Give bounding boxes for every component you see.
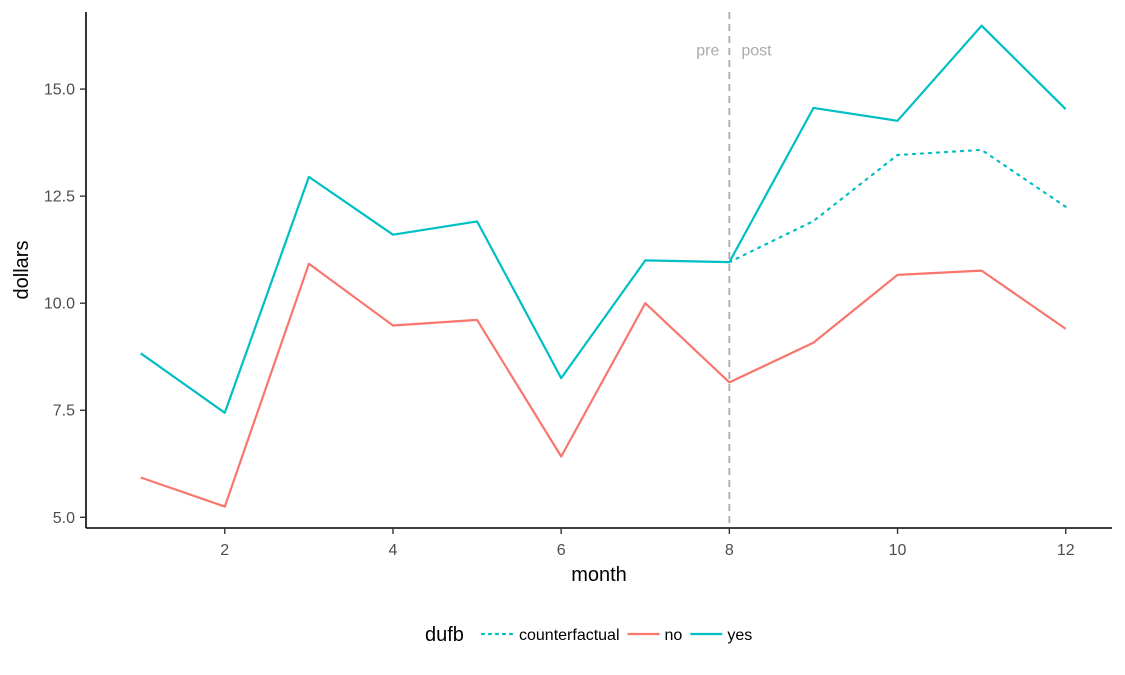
legend-label-yes: yes <box>727 627 752 644</box>
x-axis-title: month <box>571 564 627 586</box>
y-axis-title: dollars <box>11 241 33 300</box>
series-line-counterfactual <box>728 148 1067 264</box>
legend-title: dufb <box>425 624 464 646</box>
y-tick-label: 12.5 <box>44 189 75 206</box>
series-line-yes <box>140 24 1067 414</box>
x-tick-label: 4 <box>389 542 398 559</box>
legend-label-no: no <box>665 627 683 644</box>
annotations: pre post <box>696 43 772 60</box>
x-axis-ticks: 2 4 6 8 10 12 <box>220 528 1075 559</box>
x-tick-label: 8 <box>725 542 734 559</box>
axes <box>85 12 1112 529</box>
legend: dufb counterfactual no yes <box>425 624 752 646</box>
x-tick-label: 2 <box>220 542 229 559</box>
legend-label-counterfactual: counterfactual <box>519 627 620 644</box>
series-line-no <box>140 262 1067 508</box>
x-tick-label: 12 <box>1057 542 1075 559</box>
y-tick-label: 7.5 <box>53 403 75 420</box>
y-tick-label: 10.0 <box>44 296 75 313</box>
y-tick-label: 5.0 <box>53 510 75 527</box>
y-axis-ticks: 5.0 7.5 10.0 12.5 15.0 <box>44 82 86 527</box>
x-tick-label: 10 <box>889 542 907 559</box>
annotation-post: post <box>741 43 772 60</box>
series-lines <box>140 24 1067 508</box>
x-tick-label: 6 <box>557 542 566 559</box>
y-tick-label: 15.0 <box>44 82 75 99</box>
annotation-pre: pre <box>696 43 719 60</box>
